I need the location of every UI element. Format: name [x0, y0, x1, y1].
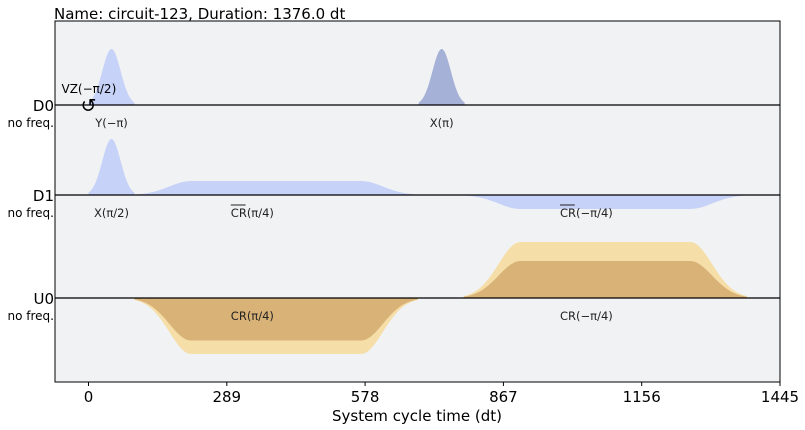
channel-name-d0: D0 [33, 97, 54, 115]
x-tick-label: 289 [212, 388, 241, 406]
x-tick-label: 1156 [623, 388, 661, 406]
pulse-d1-0 [88, 139, 135, 195]
rotate-icon: ↺ [81, 95, 97, 117]
x-tick-label: 578 [351, 388, 380, 406]
x-tick-label: 867 [489, 388, 518, 406]
pulse-d1-2 [463, 195, 747, 209]
x-tick-label: 0 [84, 388, 94, 406]
chart-title: Name: circuit-123, Duration: 1376.0 dt [54, 5, 345, 23]
channel-freq-d0: no freq. [8, 116, 54, 130]
pulse-d0-1 [418, 49, 465, 105]
pulse-d1-0-label: X(π/2) [94, 206, 129, 220]
channel-baselines [55, 104, 780, 299]
channel-name-u0: U0 [33, 290, 54, 308]
pulse-d0-1-label: X(π) [430, 116, 454, 130]
pulse-d1-2-label: CR(−π/4) [560, 206, 613, 220]
pulse-u0-1-inner [463, 261, 747, 298]
x-tick-label: 1445 [761, 388, 799, 406]
x-axis-label: System cycle time (dt) [332, 407, 502, 425]
frame-change-d0-0-label: VZ(−π/2) [62, 82, 117, 96]
plot-frame [54, 20, 781, 383]
channel-freq-d1: no freq. [8, 206, 54, 220]
x-axis-ticks: 0 289 578 867 1156 1445 [84, 382, 799, 406]
pulse-d0-0-label: Y(−π) [94, 116, 128, 130]
pulse-d0-0 [88, 49, 135, 105]
pulse-layer [88, 49, 747, 354]
pulse-labels: Y(−π) X(π) ↺VZ(−π/2) X(π/2) CR(π/4) CR(−π/4) C… [62, 82, 613, 323]
pulse-u0-0-inner [134, 298, 418, 341]
pulse-d1-1-label: CR(π/4) [231, 206, 274, 220]
pulse-d1-1 [134, 181, 418, 195]
pulse-u0-0-label: CR(π/4) [231, 309, 274, 323]
channel-freq-u0: no freq. [8, 309, 54, 323]
channel-name-d1: D1 [33, 187, 54, 205]
pulse-u0-1-label: CR(−π/4) [560, 309, 613, 323]
